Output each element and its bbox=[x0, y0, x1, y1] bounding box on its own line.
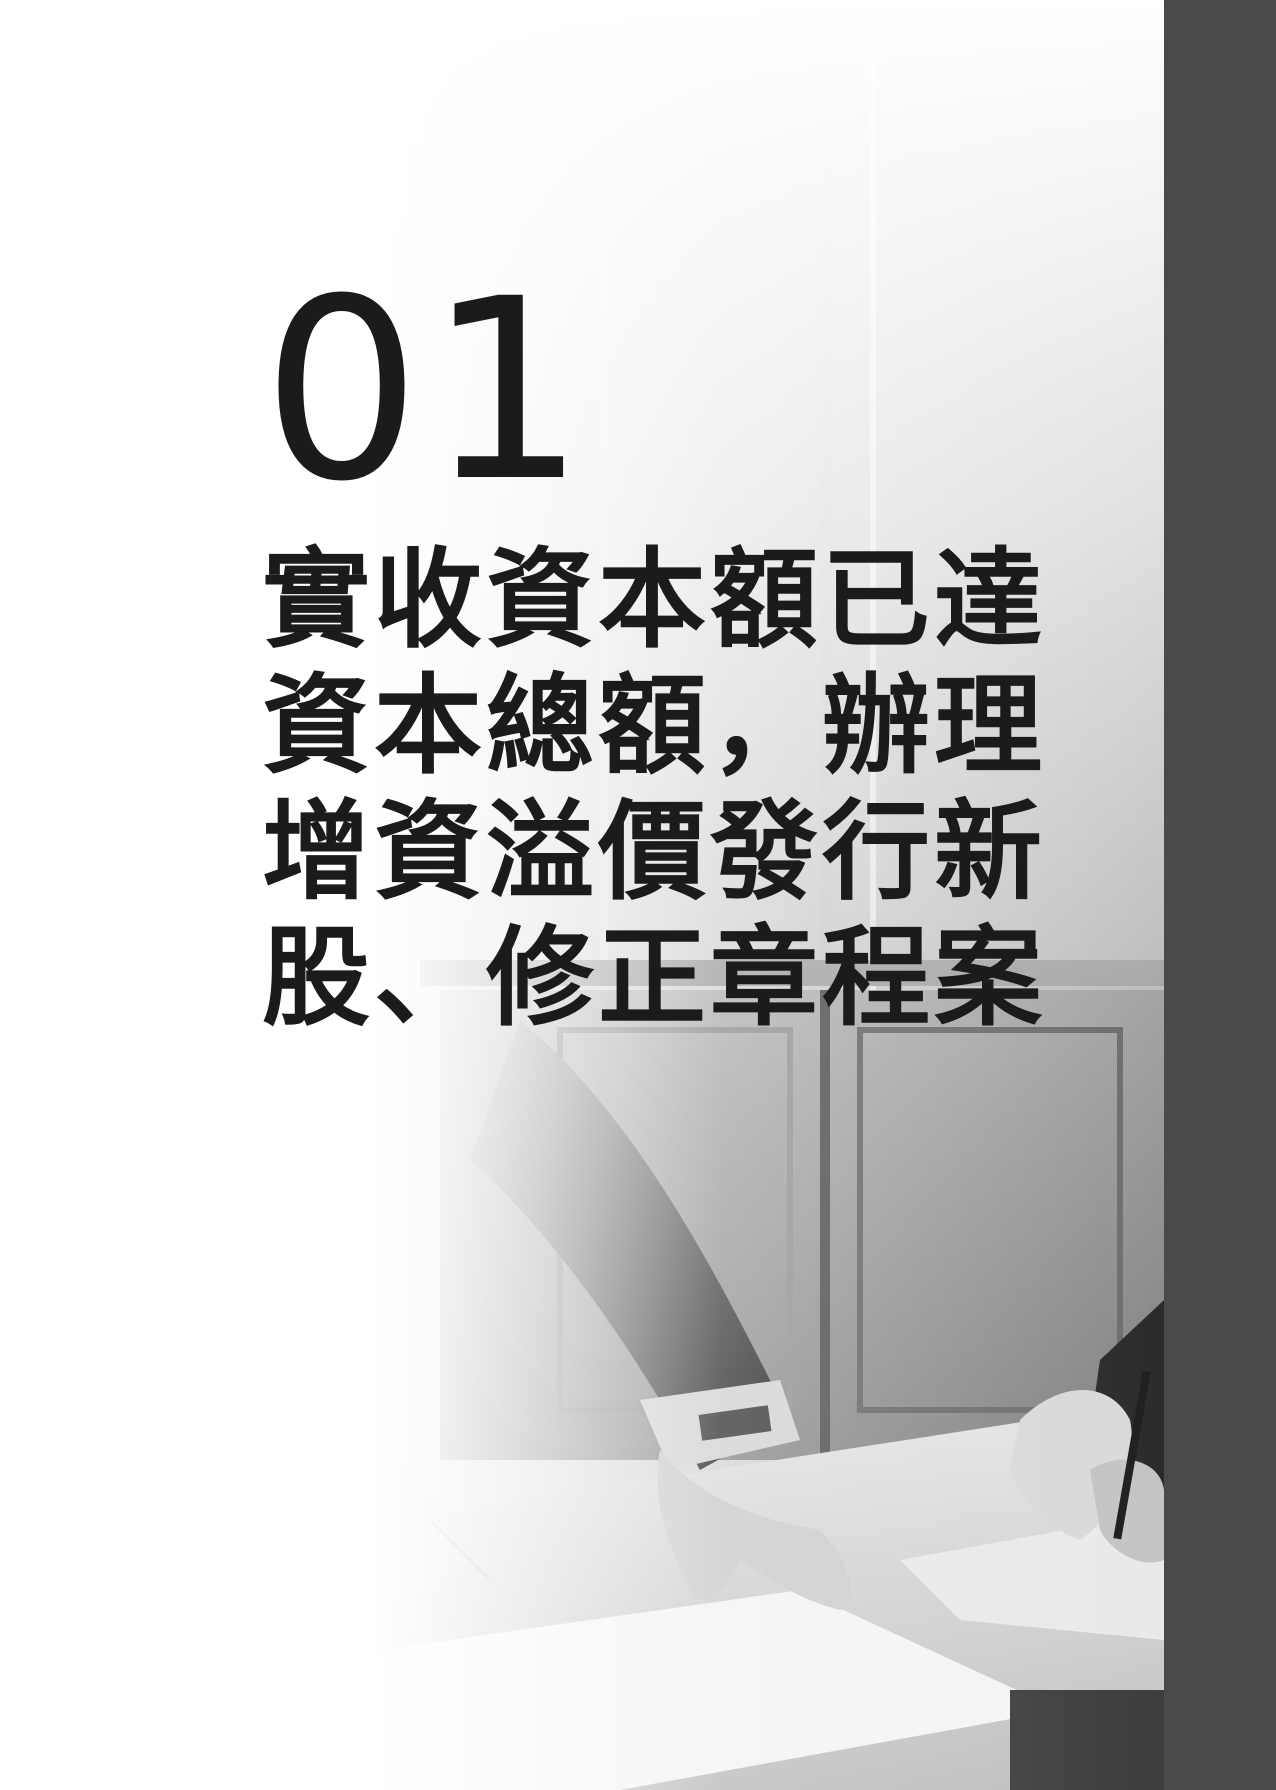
chapter-title: 實收資本額已達 資本總額，辦理 增資溢價發行新 股、修正章程案 bbox=[262, 538, 1082, 1042]
chapter-title-line: 增資溢價發行新 bbox=[262, 790, 1047, 915]
side-bar bbox=[1164, 0, 1276, 1790]
chapter-title-line: 股、修正章程案 bbox=[262, 916, 1047, 1041]
chapter-number: 01 bbox=[262, 245, 593, 536]
background-photo bbox=[0, 0, 1164, 1790]
chapter-title-line: 資本總額，辦理 bbox=[262, 664, 1047, 789]
chapter-title-line: 實收資本額已達 bbox=[262, 538, 1047, 663]
